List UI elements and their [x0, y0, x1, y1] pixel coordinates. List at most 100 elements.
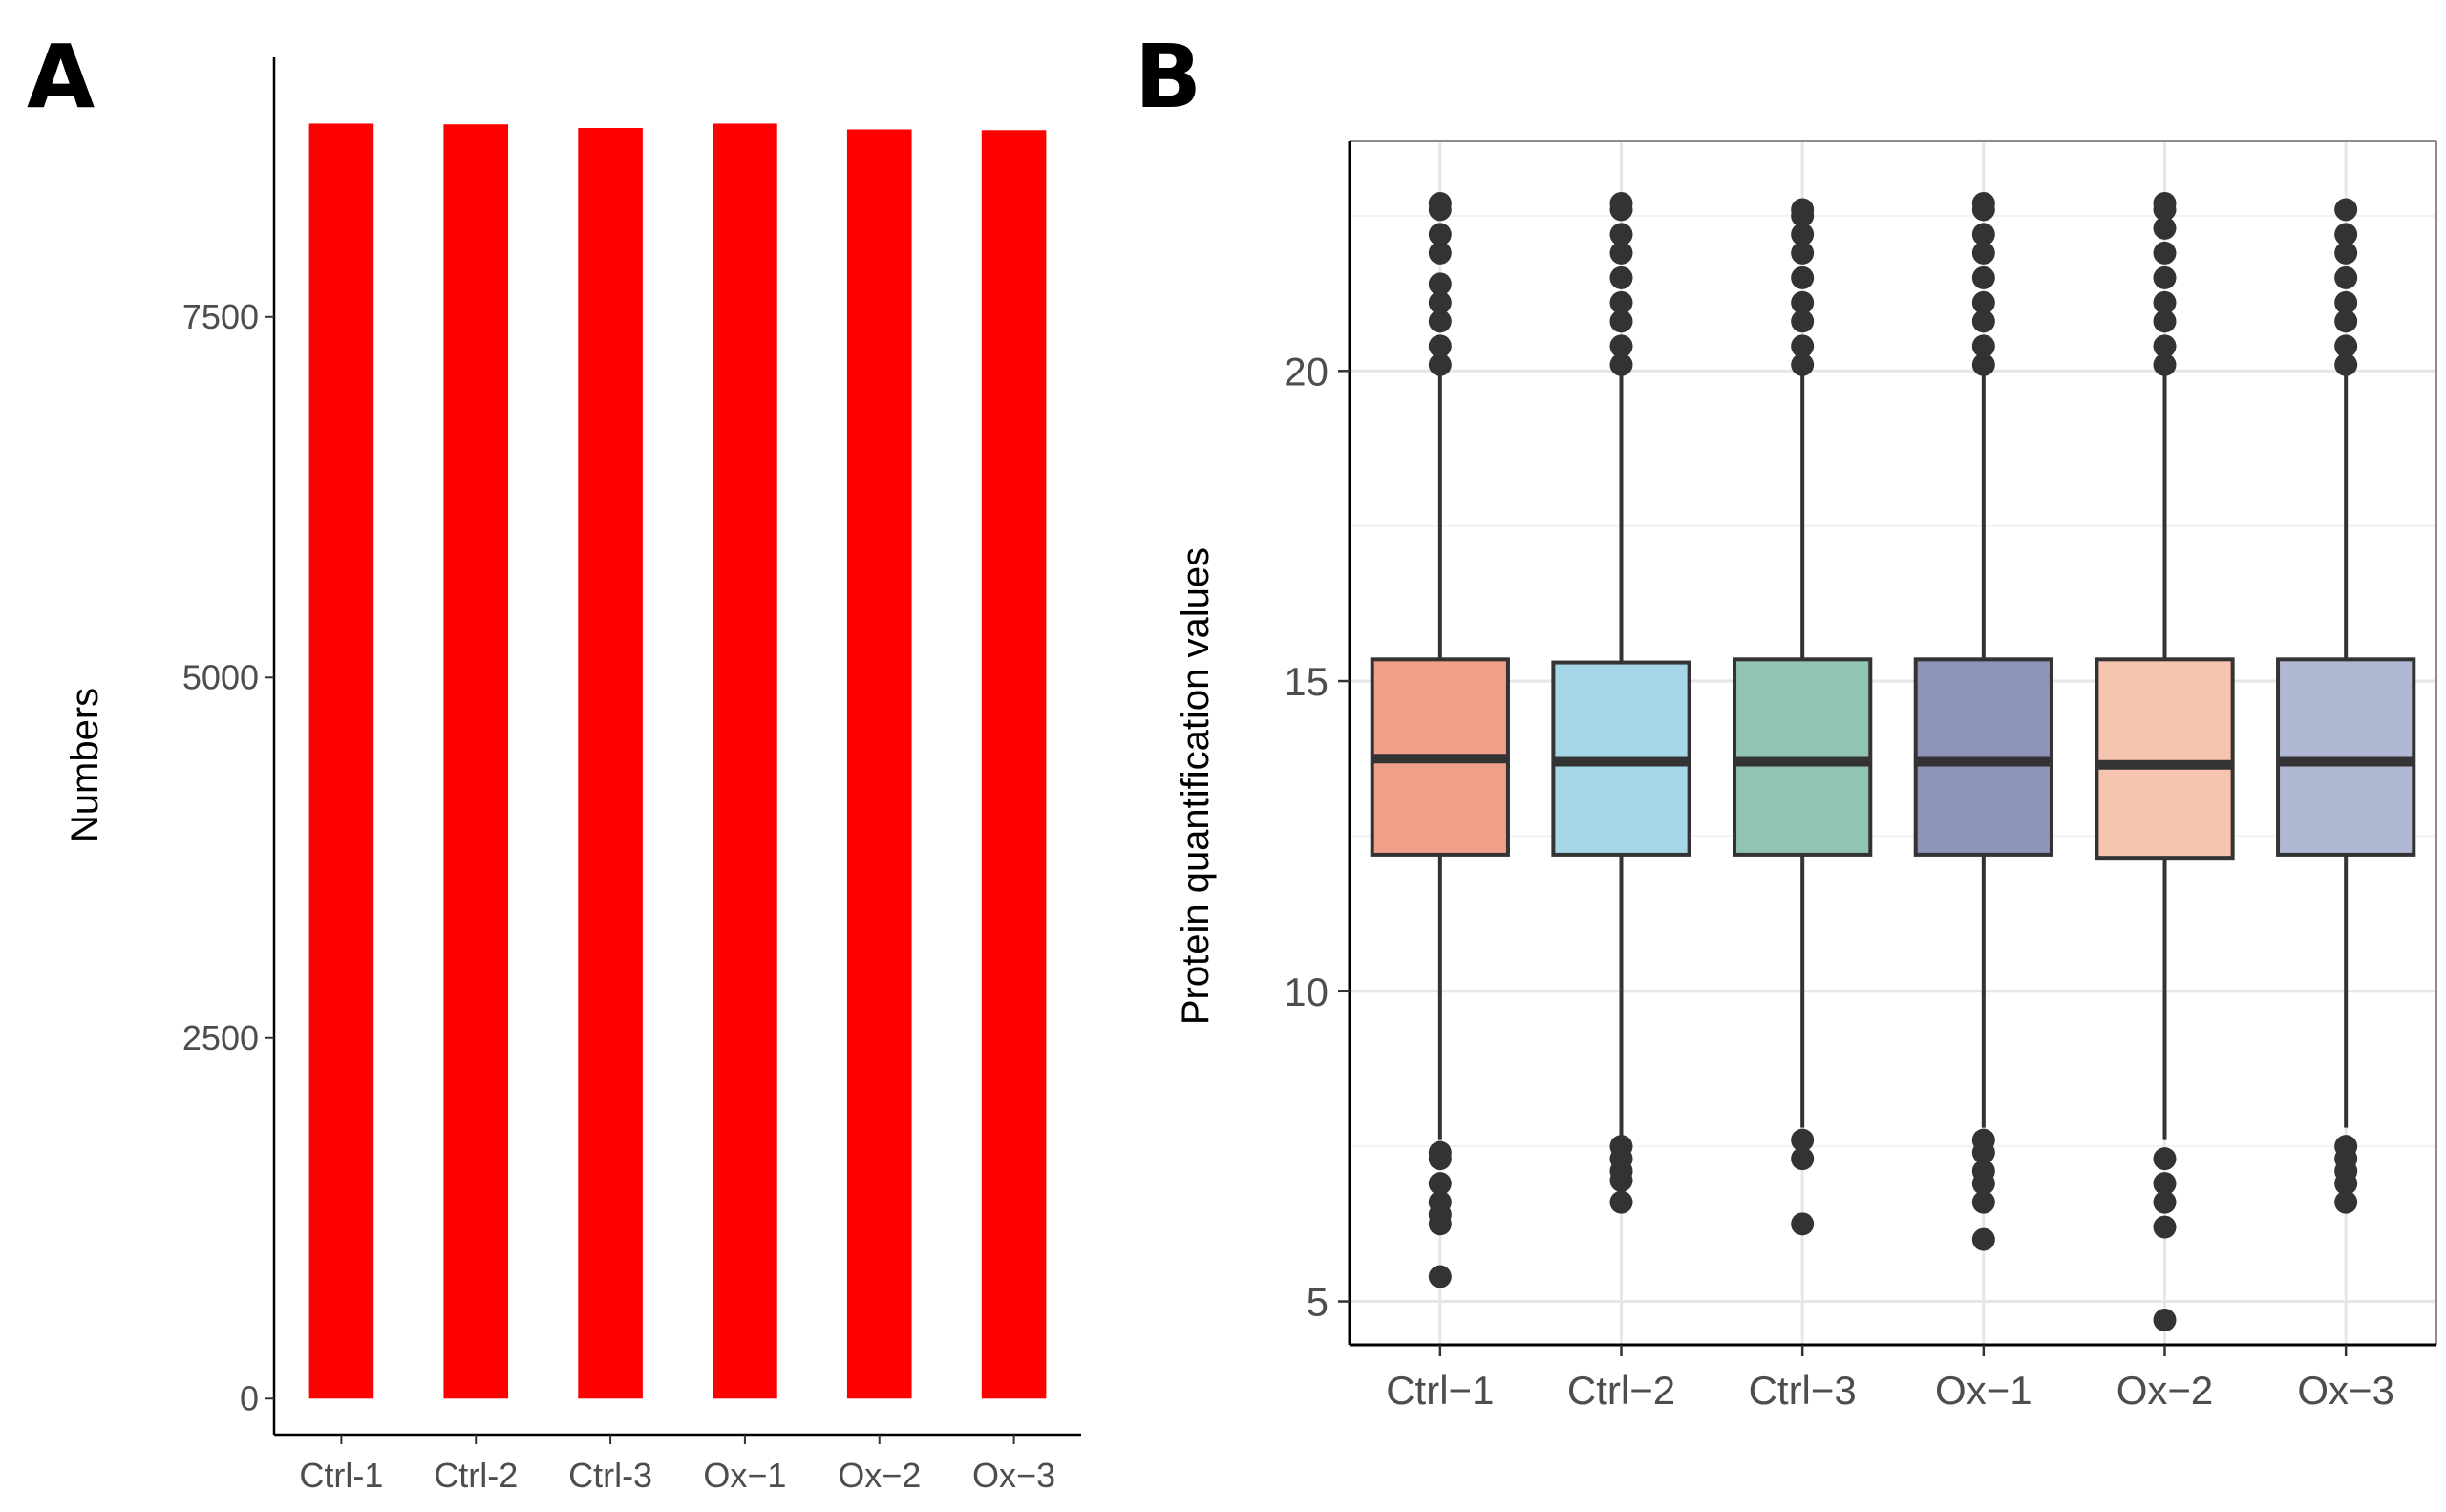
- panel-letter-a: A: [27, 26, 95, 128]
- panel-b-outlier-point: [1609, 1190, 1633, 1214]
- panel-a-y-tick-label: 7500: [182, 297, 259, 336]
- panel-b-outlier-point: [1428, 1265, 1452, 1288]
- panel-b-x-tick-label: Ctrl−1: [1386, 1368, 1494, 1413]
- panel-b-outlier-point: [1428, 191, 1452, 215]
- panel-b-outlier-point: [2334, 334, 2358, 358]
- panel-b-outlier-point: [1609, 309, 1633, 333]
- panel-b-outlier-point: [1971, 266, 1995, 289]
- panel-a-bar-6: [981, 130, 1047, 1399]
- panel-b-x-tick-label: Ctrl−2: [1567, 1368, 1675, 1413]
- panel-b-box-plot: 5 10 15 20 Ctrl−1 Ctrl−2 Ctrl−3 Ox−1 Ox−2 Ox−3 Pro…: [1175, 140, 2437, 1413]
- panel-b-outlier-point: [2334, 266, 2358, 289]
- panel-b-outlier-point: [1971, 1190, 1995, 1214]
- panel-b-outlier-point: [1609, 266, 1633, 289]
- panel-b-outlier-point: [2153, 266, 2177, 289]
- panel-b-y-axis-title: Protein quantification values: [1175, 547, 1217, 1025]
- panel-a-bar-2: [443, 124, 509, 1399]
- panel-b-outlier-point: [2153, 1172, 2177, 1196]
- panel-b-outlier-point: [1428, 1172, 1452, 1196]
- panel-b-outlier-point: [1791, 334, 1815, 358]
- panel-a-bar-5: [846, 129, 912, 1399]
- panel-b-x-tick-label: Ox−2: [2116, 1368, 2214, 1413]
- panel-b-y-tick-label: 5: [1307, 1280, 1329, 1325]
- panel-b-plot-background: [1350, 141, 2436, 1345]
- panel-b-outlier-point: [2153, 290, 2177, 314]
- panel-b-outlier-point: [2153, 1215, 2177, 1239]
- panel-b-outlier-point: [2334, 1190, 2358, 1214]
- panel-b-outlier-point: [1428, 290, 1452, 314]
- panel-b-outlier-point: [2334, 241, 2358, 265]
- panel-b-outlier-point: [2334, 290, 2358, 314]
- panel-b-outlier-point: [1609, 334, 1633, 358]
- panel-b-outlier-point: [1971, 309, 1995, 333]
- panel-b-y-tick-label: 15: [1284, 659, 1329, 704]
- panel-b-outlier-point: [2153, 241, 2177, 265]
- panel-b-outlier-point: [2153, 1147, 2177, 1171]
- panel-b-x-tick-label: Ctrl−3: [1749, 1368, 1857, 1413]
- panel-b-outlier-point: [1609, 191, 1633, 215]
- panel-b-outlier-point: [1791, 309, 1815, 333]
- panel-a-x-tick-label: Ox−1: [703, 1456, 786, 1495]
- panel-a-y-tick-label: 0: [240, 1378, 259, 1417]
- panel-a-x-tick-label: Ctrl-1: [299, 1456, 383, 1495]
- panel-a-x-tick-label: Ctrl-3: [568, 1456, 652, 1495]
- panel-b-outlier-point: [1609, 290, 1633, 314]
- panel-b-outlier-point: [2153, 309, 2177, 333]
- panel-a-x-tick-label: Ctrl-2: [434, 1456, 518, 1495]
- panel-a-bar-3: [578, 127, 643, 1399]
- panel-b-outlier-point: [1971, 241, 1995, 265]
- panel-a-bar-4: [713, 123, 777, 1399]
- panel-b-outlier-point: [1428, 1212, 1452, 1236]
- panel-a-y-axis-title: Numbers: [64, 688, 106, 842]
- panel-letter-b: B: [1135, 26, 1202, 128]
- panel-b-outlier-point: [1791, 1147, 1815, 1171]
- panel-a-y-tick-label: 5000: [182, 657, 259, 696]
- panel-b-outlier-point: [1971, 1227, 1995, 1251]
- panel-b-outlier-point: [2334, 198, 2358, 222]
- panel-b-outlier-point: [1971, 352, 1995, 376]
- panel-b-outlier-point: [1428, 1147, 1452, 1171]
- panel-b-outlier-point: [1428, 223, 1452, 246]
- panel-b-outlier-point: [1791, 352, 1815, 376]
- panel-b-x-tick-label: Ox−1: [1935, 1368, 2032, 1413]
- panel-a-bar-1: [308, 123, 374, 1399]
- panel-b-outlier-point: [1971, 290, 1995, 314]
- panel-b-outlier-point: [1428, 309, 1452, 333]
- panel-b-outlier-point: [1791, 1212, 1815, 1236]
- panel-b-outlier-point: [2153, 216, 2177, 240]
- panel-b-outlier-point: [1428, 241, 1452, 265]
- panel-a-x-tick-label: Ox−2: [838, 1456, 921, 1495]
- panel-a-y-tick-label: 2500: [182, 1018, 259, 1057]
- panel-b-outlier-point: [1791, 290, 1815, 314]
- panel-b-outlier-point: [1609, 241, 1633, 265]
- panel-b-outlier-point: [2334, 1172, 2358, 1196]
- panel-b-outlier-point: [1428, 334, 1452, 358]
- panel-a-bar-chart: 0 2500 5000 7500 Ctrl-1 Ctrl-2 Ctrl-3 Ox−1 Ox−2 O…: [64, 57, 1081, 1495]
- panel-b-outlier-point: [1971, 334, 1995, 358]
- panel-b-outlier-point: [1609, 352, 1633, 376]
- panel-b-outlier-point: [2153, 334, 2177, 358]
- panel-b-outlier-point: [2153, 1190, 2177, 1214]
- panel-b-outlier-point: [2334, 352, 2358, 376]
- panel-b-outlier-point: [2334, 309, 2358, 333]
- panel-b-outlier-point: [1609, 223, 1633, 246]
- panel-b-outlier-point: [1428, 272, 1452, 296]
- panel-b-outlier-point: [1791, 198, 1815, 222]
- panel-b-outlier-point: [2334, 223, 2358, 246]
- panel-b-y-tick-label: 10: [1284, 969, 1329, 1014]
- panel-b-x-tick-label: Ox−3: [2297, 1368, 2394, 1413]
- panel-b-outlier-point: [1791, 241, 1815, 265]
- panel-b-outlier-point: [1971, 1140, 1995, 1164]
- panel-b-outlier-point: [2153, 1309, 2177, 1332]
- panel-b-outlier-point: [1971, 1172, 1995, 1196]
- panel-b-outlier-point: [1791, 223, 1815, 246]
- panel-b-outlier-point: [1791, 266, 1815, 289]
- panel-b-y-tick-label: 20: [1284, 349, 1329, 394]
- panel-a-x-tick-label: Ox−3: [972, 1456, 1055, 1495]
- panel-b-box-5: [2095, 657, 2235, 861]
- panel-b-outlier-point: [2153, 191, 2177, 215]
- panel-b-outlier-point: [1971, 223, 1995, 246]
- panel-b-outlier-point: [1428, 352, 1452, 376]
- panel-b-outlier-point: [2153, 352, 2177, 376]
